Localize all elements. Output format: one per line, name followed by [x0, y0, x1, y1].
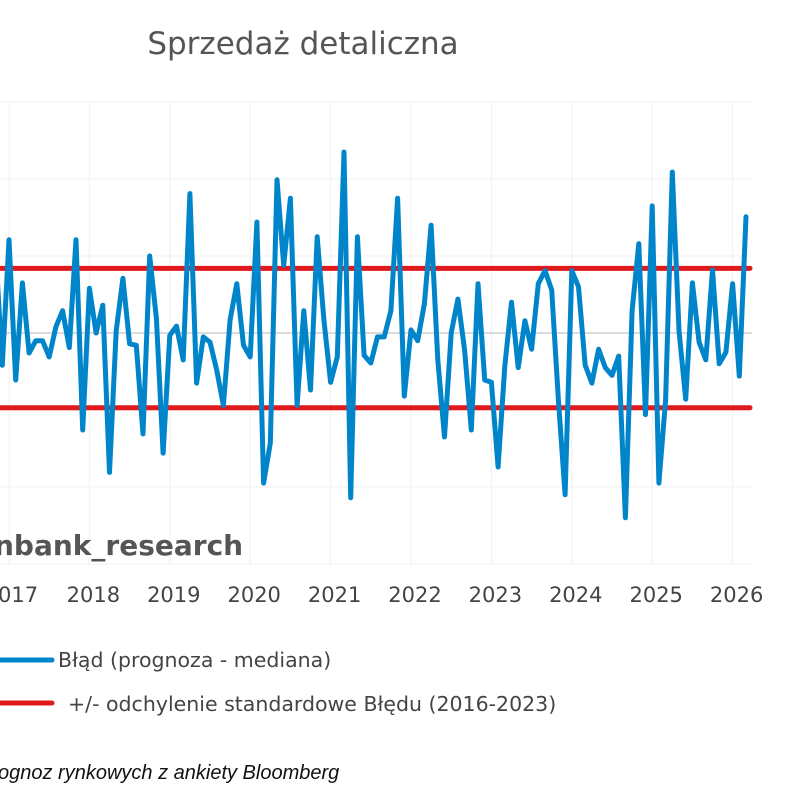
chart-title: Sprzedaż detaliczna — [147, 26, 458, 62]
legend-item-error[interactable]: Błąd (prognoza - mediana) — [0, 648, 331, 672]
std-dev-lines — [0, 265, 753, 411]
legend-item-stddev[interactable]: +/- odchylenie standardowe Błędu (2016-2… — [0, 692, 556, 716]
x-tick-label: 2021 — [308, 583, 361, 607]
x-tick-label: 2019 — [147, 583, 200, 607]
x-tick-label: 2018 — [67, 583, 120, 607]
legend-label-error: Błąd (prognoza - mediana) — [58, 648, 331, 672]
x-tick-label: 017 — [0, 583, 38, 607]
x-axis-ticks: 017 2018 2019 2020 2021 2022 2023 2024 2025 2026 — [0, 583, 763, 607]
watermark: nbank_research — [0, 529, 243, 562]
x-tick-label: 2022 — [388, 583, 441, 607]
footnote: ognoz rynkowych z ankiety Bloomberg — [0, 762, 339, 784]
legend: Błąd (prognoza - mediana) +/- odchylenie… — [0, 648, 556, 716]
x-tick-label: 2025 — [629, 583, 682, 607]
legend-label-stddev: +/- odchylenie standardowe Błędu (2016-2… — [68, 692, 556, 716]
x-tick-label: 2026 — [710, 583, 763, 607]
x-tick-label: 2024 — [549, 583, 602, 607]
x-tick-label: 2023 — [469, 583, 522, 607]
error-series — [0, 149, 749, 521]
x-tick-label: 2020 — [227, 583, 280, 607]
error-line — [0, 149, 749, 521]
